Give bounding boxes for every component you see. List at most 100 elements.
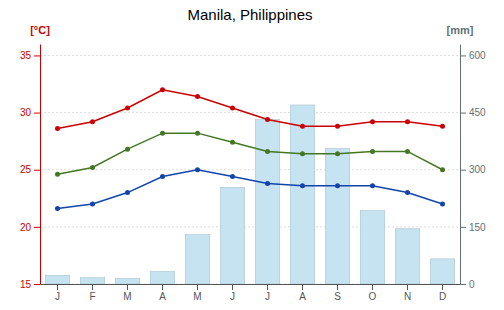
tick-label: F (89, 291, 95, 302)
bar (185, 234, 210, 284)
tick: M (193, 284, 201, 302)
point (125, 190, 130, 195)
tick-label: M (123, 291, 131, 302)
tick-mark (460, 55, 466, 56)
axis-line (40, 45, 41, 285)
point (265, 181, 270, 186)
tick-label: 450 (469, 107, 486, 118)
grid-line (40, 169, 460, 170)
point (370, 183, 375, 188)
tick-mark (92, 284, 93, 290)
tick-mark (302, 284, 303, 290)
tick-mark (460, 113, 466, 114)
grid-line (40, 112, 460, 113)
point (55, 206, 60, 211)
axis-line (41, 284, 461, 285)
tick-label: M (193, 291, 201, 302)
point (230, 106, 235, 111)
tick-mark (232, 284, 233, 290)
bar (220, 187, 245, 284)
bar (290, 105, 315, 284)
tick: A (299, 284, 306, 302)
tick-label: N (404, 291, 411, 302)
tick: S (334, 284, 341, 302)
tick-label: 25 (20, 164, 32, 175)
tick-label: 600 (469, 50, 486, 61)
bar (115, 278, 140, 284)
tick-mark (34, 55, 40, 56)
chart: JFMAMJJASOND15202530350150300450600Manil… (0, 0, 504, 310)
y-axis: 15 20 25 30 35 (20, 45, 41, 290)
point (300, 151, 305, 156)
point (55, 172, 60, 177)
y2-axis: 0 150 300 450 600 (460, 45, 486, 290)
point (370, 119, 375, 124)
tick-label: 20 (20, 222, 32, 233)
tick-mark (442, 284, 443, 290)
tick: D (439, 284, 446, 302)
point (125, 147, 130, 152)
tick-label: 0 (469, 279, 475, 290)
tick-label: 30 (20, 107, 32, 118)
point (160, 131, 165, 136)
point (265, 149, 270, 154)
line-series (55, 131, 445, 177)
point (125, 106, 130, 111)
point (265, 117, 270, 122)
point (440, 167, 445, 172)
point (160, 174, 165, 179)
point (335, 183, 340, 188)
tick-mark (127, 284, 128, 290)
bar (325, 148, 350, 284)
bar (45, 275, 70, 284)
tick-mark (34, 113, 40, 114)
tick-mark (407, 284, 408, 290)
point (405, 149, 410, 154)
tick: 20 (20, 222, 40, 233)
tick: F (89, 284, 95, 302)
tick-mark (460, 284, 466, 285)
tick: 30 (20, 107, 40, 118)
bar (150, 271, 175, 284)
point (195, 94, 200, 99)
bar (80, 278, 105, 284)
y2-axis-label: [mm] (447, 24, 474, 36)
tick-mark (197, 284, 198, 290)
tick: 15 (20, 279, 40, 290)
point (405, 190, 410, 195)
point (370, 149, 375, 154)
bar (395, 229, 420, 284)
bar (255, 119, 280, 284)
point (195, 131, 200, 136)
point (335, 151, 340, 156)
point (335, 124, 340, 129)
point (55, 126, 60, 131)
tick-label: 35 (20, 50, 32, 61)
tick-label: J (55, 291, 60, 302)
point (195, 167, 200, 172)
point (90, 165, 95, 170)
point (230, 140, 235, 145)
axis-line (460, 45, 461, 285)
tick: M (123, 284, 131, 302)
point (405, 119, 410, 124)
tick: 150 (460, 222, 486, 233)
point (90, 119, 95, 124)
grid-line (40, 226, 460, 227)
grid-line (40, 55, 460, 56)
tick: 35 (20, 50, 40, 61)
tick-label: S (334, 291, 341, 302)
tick: 300 (460, 164, 486, 175)
tick: 0 (460, 279, 475, 290)
marks (45, 87, 455, 284)
grid (40, 55, 460, 284)
tick-mark (162, 284, 163, 290)
y-axis-label: [°C] (30, 24, 50, 36)
tick: N (404, 284, 411, 302)
tick: 25 (20, 164, 40, 175)
bar-series (45, 105, 455, 284)
tick: J (265, 284, 270, 302)
title: Manila, Philippines (187, 6, 312, 23)
point (160, 87, 165, 92)
line-series (55, 87, 445, 131)
